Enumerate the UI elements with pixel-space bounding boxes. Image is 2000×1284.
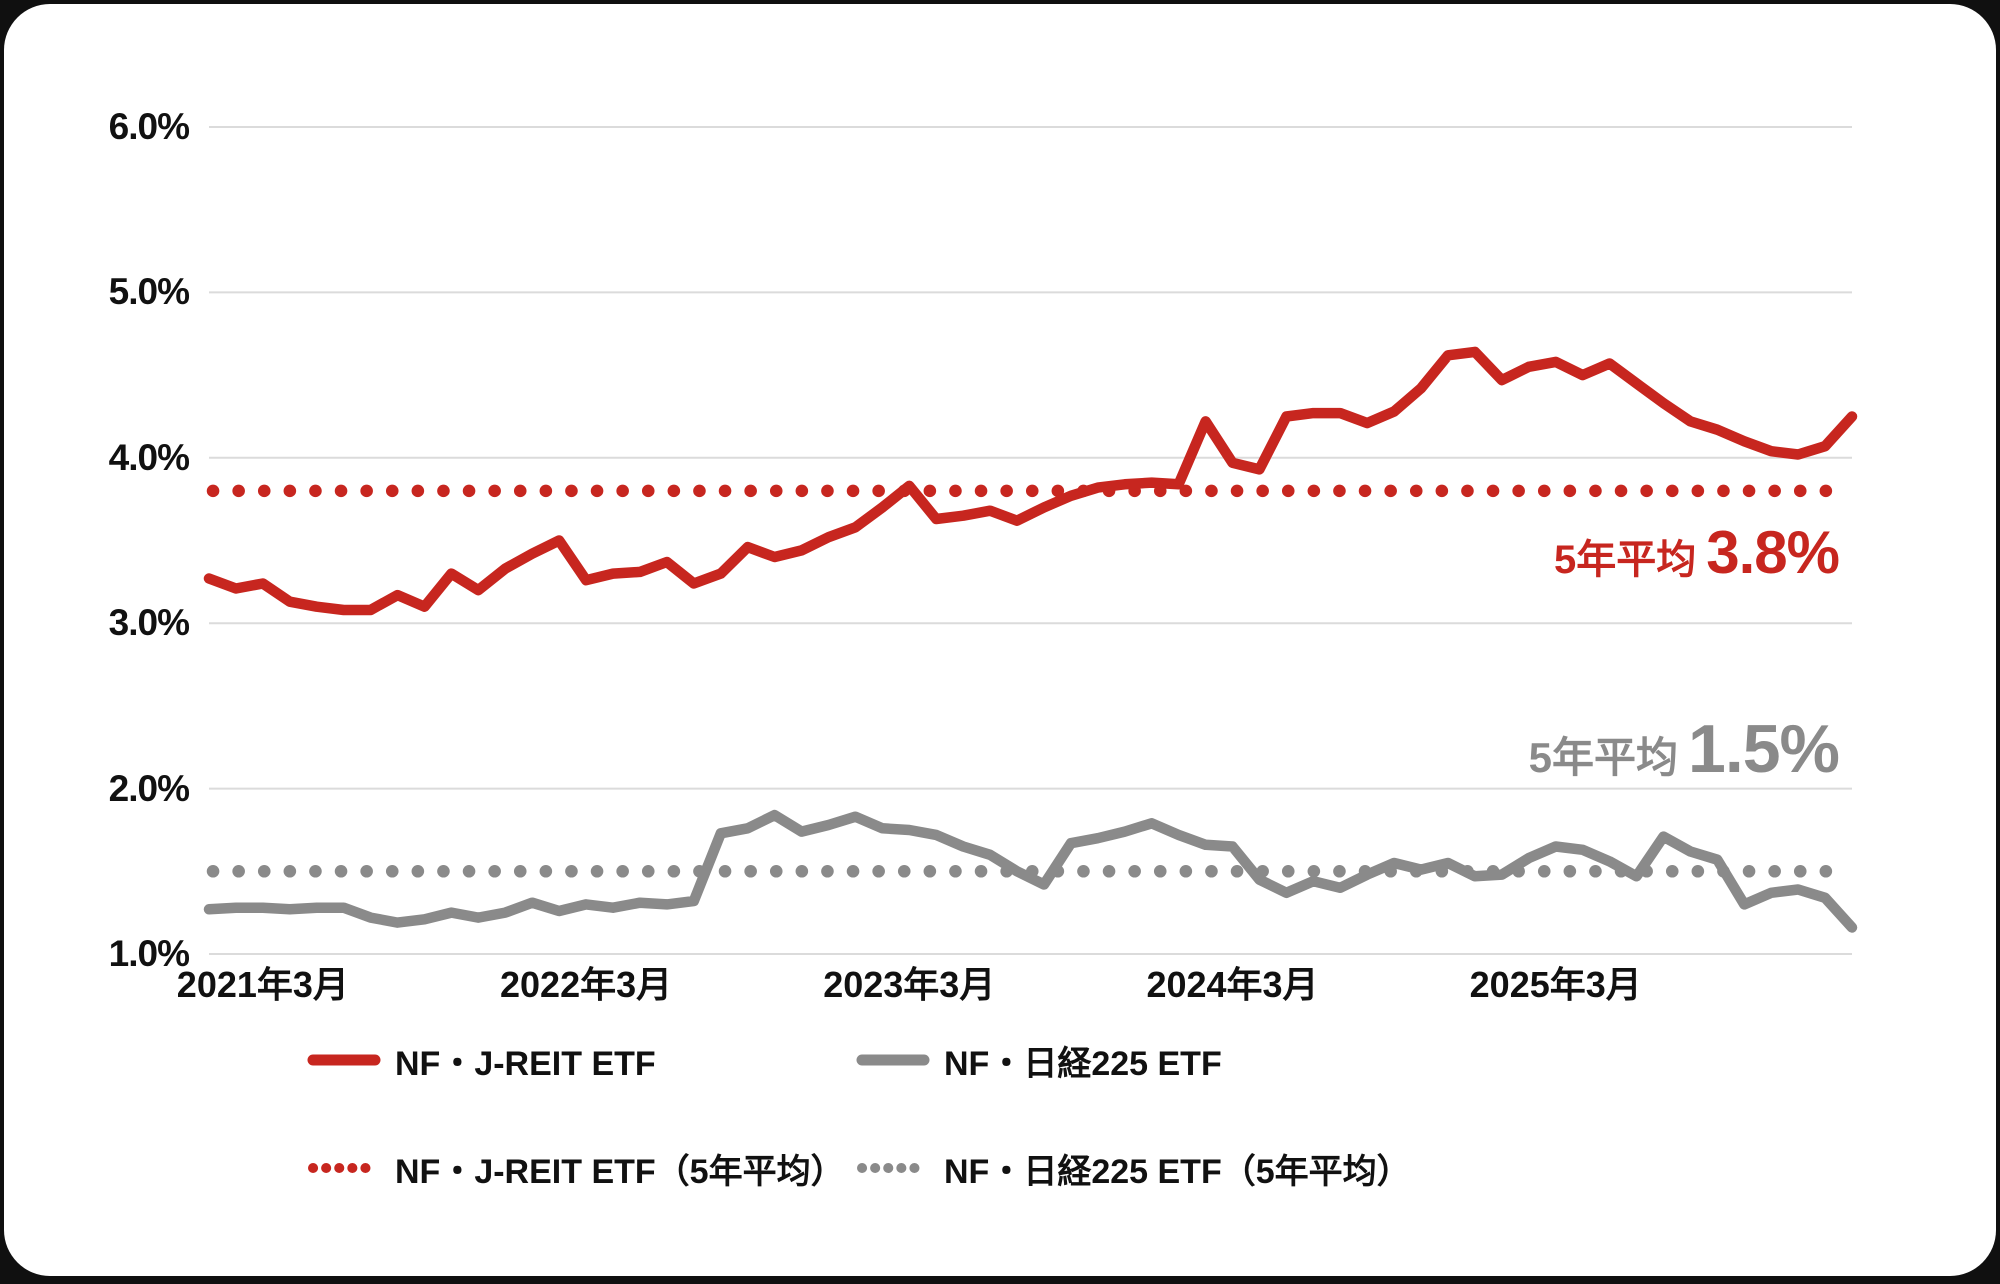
chart-card: 6.0% 5.0% 4.0% 3.0% 2.0% 1.0% 2021年3月 20… — [4, 4, 1996, 1276]
x-axis-label: 2024年3月 — [1146, 964, 1319, 1005]
y-axis-label: 1.0% — [108, 933, 190, 974]
x-axis-label: 2022年3月 — [500, 964, 673, 1005]
x-axis-label: 2021年3月 — [176, 964, 349, 1005]
y-axis-label: 4.0% — [108, 436, 190, 478]
reit-average-prefix: 5年平均 — [1553, 538, 1697, 582]
reit-dotted-swatch-icon — [308, 1163, 380, 1173]
legend-label: NF・日経225 ETF — [944, 1044, 1222, 1083]
dividend-yield-chart: 6.0% 5.0% 4.0% 3.0% 2.0% 1.0% 2021年3月 20… — [4, 4, 2000, 1284]
reit-average-annotation: 5年平均 3.8% — [1553, 518, 1840, 587]
legend-label: NF・J-REIT ETF — [395, 1044, 656, 1083]
y-axis-label: 3.0% — [108, 602, 190, 644]
x-axis-label: 2025年3月 — [1469, 964, 1642, 1005]
reit-line-swatch-icon — [307, 1054, 381, 1066]
nikkei-line-swatch-icon — [856, 1054, 930, 1066]
y-axis-label: 6.0% — [108, 106, 190, 147]
nikkei-average-prefix: 5年平均 — [1528, 734, 1678, 781]
reit-average-value: 3.8% — [1706, 519, 1840, 586]
y-axis-label: 2.0% — [108, 767, 190, 809]
legend-label: NF・日経225 ETF（5年平均） — [944, 1152, 1411, 1191]
legend-item-nikkei-average: NF・日経225 ETF（5年平均） — [856, 1142, 1411, 1194]
x-axis-label: 2023年3月 — [823, 964, 996, 1005]
legend-item-nikkei: NF・日経225 ETF — [856, 1034, 1222, 1086]
plot-svg — [203, 126, 1858, 955]
legend-label: NF・J-REIT ETF（5年平均） — [395, 1152, 845, 1191]
nikkei-dotted-swatch-icon — [857, 1163, 929, 1173]
nikkei-average-annotation: 5年平均 1.5% — [1528, 710, 1840, 788]
y-axis-label: 5.0% — [108, 271, 190, 313]
legend-item-reit: NF・J-REIT ETF — [307, 1034, 656, 1086]
legend-item-reit-average: NF・J-REIT ETF（5年平均） — [307, 1142, 845, 1194]
nikkei-average-value: 1.5% — [1688, 711, 1840, 787]
